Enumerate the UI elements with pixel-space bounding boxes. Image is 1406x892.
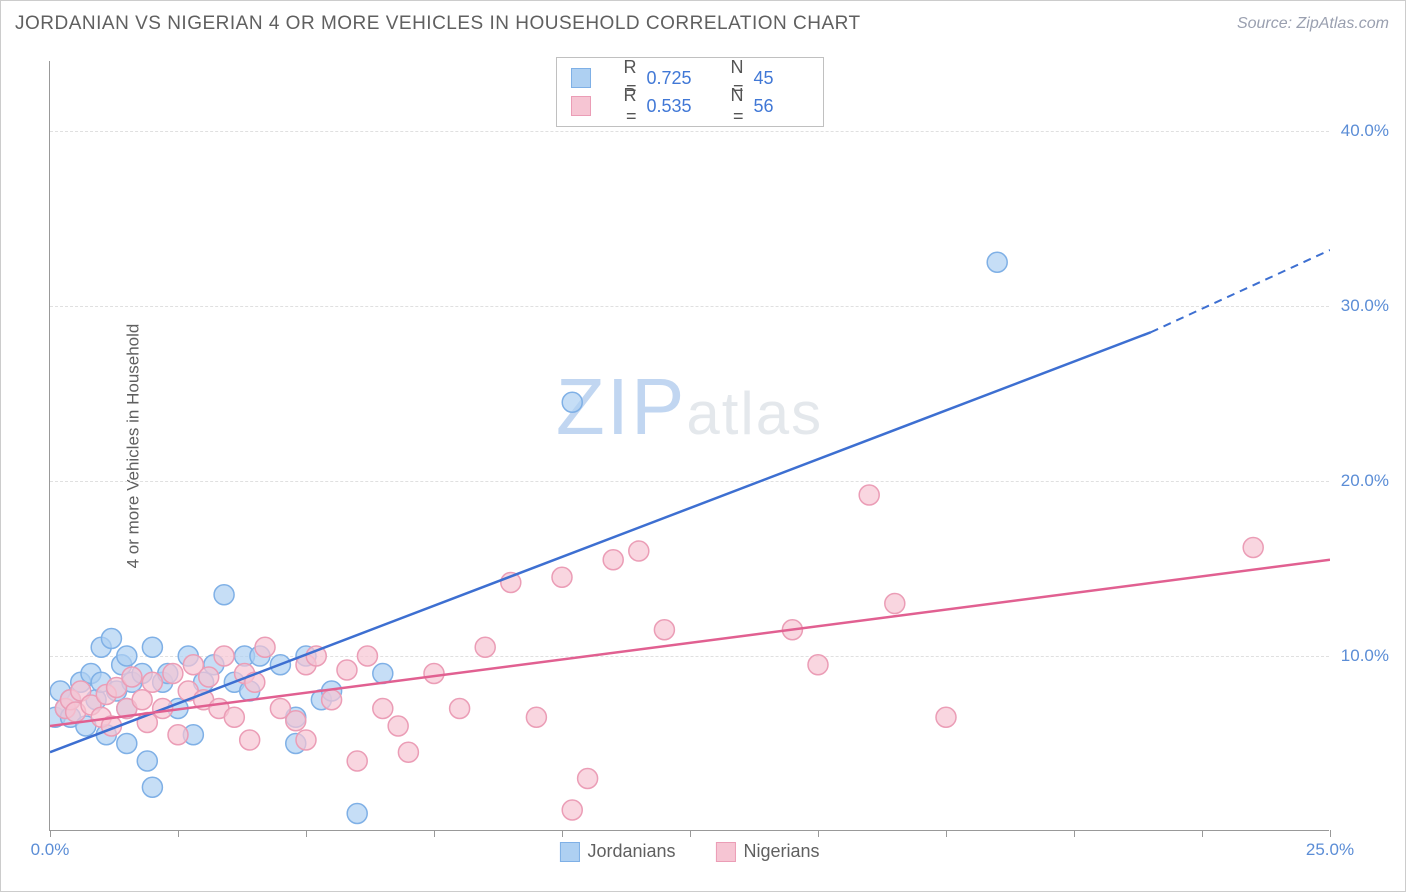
scatter-point bbox=[424, 664, 444, 684]
scatter-point bbox=[629, 541, 649, 561]
scatter-point bbox=[450, 699, 470, 719]
scatter-point bbox=[552, 567, 572, 587]
y-tick-label: 30.0% bbox=[1341, 296, 1389, 316]
x-tick bbox=[178, 830, 179, 837]
scatter-point bbox=[347, 804, 367, 824]
scatter-point bbox=[526, 707, 546, 727]
x-tick bbox=[306, 830, 307, 837]
x-tick bbox=[690, 830, 691, 837]
legend-r-label: R = bbox=[609, 85, 637, 127]
x-tick bbox=[434, 830, 435, 837]
scatter-point bbox=[322, 690, 342, 710]
scatter-point bbox=[214, 646, 234, 666]
legend-r-value: 0.535 bbox=[647, 96, 702, 117]
plot-area: ZIPatlas 10.0%20.0%30.0%40.0%0.0%25.0%R … bbox=[49, 61, 1329, 831]
scatter-point bbox=[578, 769, 598, 789]
legend-n-label: N = bbox=[724, 85, 744, 127]
series-legend-label: Jordanians bbox=[587, 841, 675, 861]
scatter-point bbox=[214, 585, 234, 605]
scatter-point bbox=[240, 730, 260, 750]
scatter-point bbox=[654, 620, 674, 640]
chart-container: JORDANIAN VS NIGERIAN 4 OR MORE VEHICLES… bbox=[0, 0, 1406, 892]
scatter-point bbox=[562, 392, 582, 412]
legend-r-value: 0.725 bbox=[647, 68, 702, 89]
scatter-point bbox=[296, 730, 316, 750]
x-tick bbox=[946, 830, 947, 837]
x-tick-label: 0.0% bbox=[31, 840, 70, 860]
scatter-point bbox=[142, 637, 162, 657]
correlation-legend-row: R =0.535N =56 bbox=[571, 92, 809, 120]
scatter-svg bbox=[50, 61, 1330, 831]
legend-swatch bbox=[559, 842, 579, 862]
scatter-point bbox=[388, 716, 408, 736]
source-label: Source: ZipAtlas.com bbox=[1237, 15, 1389, 33]
legend-swatch bbox=[716, 842, 736, 862]
scatter-point bbox=[117, 734, 137, 754]
scatter-point bbox=[142, 777, 162, 797]
trend-line-extrapolated bbox=[1151, 250, 1330, 332]
legend-n-value: 56 bbox=[754, 96, 809, 117]
scatter-point bbox=[132, 690, 152, 710]
scatter-point bbox=[347, 751, 367, 771]
trend-line bbox=[50, 560, 1330, 726]
series-legend-label: Nigerians bbox=[744, 841, 820, 861]
x-tick bbox=[1330, 830, 1331, 837]
correlation-legend-row: R =0.725N =45 bbox=[571, 64, 809, 92]
trend-line bbox=[50, 332, 1151, 752]
scatter-point bbox=[1243, 538, 1263, 558]
scatter-point bbox=[885, 594, 905, 614]
y-tick-label: 40.0% bbox=[1341, 121, 1389, 141]
scatter-point bbox=[168, 725, 188, 745]
scatter-point bbox=[163, 664, 183, 684]
scatter-point bbox=[603, 550, 623, 570]
scatter-point bbox=[398, 742, 418, 762]
scatter-point bbox=[936, 707, 956, 727]
scatter-point bbox=[373, 699, 393, 719]
scatter-point bbox=[142, 672, 162, 692]
series-legend: Jordanians Nigerians bbox=[559, 841, 819, 862]
x-tick bbox=[1202, 830, 1203, 837]
scatter-point bbox=[859, 485, 879, 505]
correlation-legend: R =0.725N =45R =0.535N =56 bbox=[556, 57, 824, 127]
x-tick-label: 25.0% bbox=[1306, 840, 1354, 860]
scatter-point bbox=[987, 252, 1007, 272]
scatter-point bbox=[286, 711, 306, 731]
x-tick bbox=[562, 830, 563, 837]
x-tick bbox=[50, 830, 51, 837]
scatter-point bbox=[122, 667, 142, 687]
scatter-point bbox=[337, 660, 357, 680]
legend-swatch bbox=[571, 96, 591, 116]
legend-swatch bbox=[571, 68, 591, 88]
scatter-point bbox=[224, 707, 244, 727]
series-legend-item: Nigerians bbox=[716, 841, 820, 862]
scatter-point bbox=[255, 637, 275, 657]
scatter-point bbox=[357, 646, 377, 666]
scatter-point bbox=[117, 646, 137, 666]
y-tick-label: 10.0% bbox=[1341, 646, 1389, 666]
scatter-point bbox=[137, 751, 157, 771]
chart-title: JORDANIAN VS NIGERIAN 4 OR MORE VEHICLES… bbox=[15, 13, 861, 35]
scatter-point bbox=[562, 800, 582, 820]
scatter-point bbox=[808, 655, 828, 675]
scatter-point bbox=[199, 667, 219, 687]
scatter-point bbox=[475, 637, 495, 657]
y-tick-label: 20.0% bbox=[1341, 471, 1389, 491]
x-tick bbox=[818, 830, 819, 837]
scatter-point bbox=[101, 629, 121, 649]
scatter-point bbox=[373, 664, 393, 684]
x-tick bbox=[1074, 830, 1075, 837]
series-legend-item: Jordanians bbox=[559, 841, 675, 862]
legend-n-value: 45 bbox=[754, 68, 809, 89]
